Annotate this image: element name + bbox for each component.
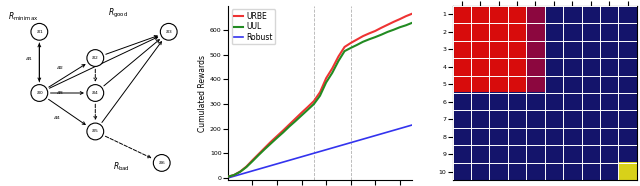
Circle shape <box>31 85 48 101</box>
UUL <box>402 24 410 26</box>
Text: $a_{1}$: $a_{1}$ <box>25 55 33 63</box>
URBE <box>292 118 300 120</box>
Circle shape <box>87 50 104 66</box>
Y-axis label: Cumulated Rewards: Cumulated Rewards <box>198 54 207 132</box>
Text: $s_{1}$: $s_{1}$ <box>36 28 43 36</box>
UUL <box>390 29 397 31</box>
UUL <box>304 109 312 111</box>
URBE <box>285 123 293 126</box>
UUL <box>248 160 256 162</box>
Text: $s_{0}$: $s_{0}$ <box>35 89 43 97</box>
UUL <box>243 166 250 168</box>
UUL <box>255 154 262 156</box>
Circle shape <box>161 23 177 40</box>
URBE <box>316 91 324 93</box>
UUL <box>359 41 367 43</box>
Circle shape <box>31 23 48 40</box>
UUL <box>279 131 287 134</box>
UUL <box>328 72 336 74</box>
UUL <box>298 114 305 116</box>
UUL <box>292 120 300 122</box>
URBE <box>236 170 244 173</box>
URBE <box>224 176 232 178</box>
Line: URBE: URBE <box>228 14 412 177</box>
UUL <box>267 142 275 145</box>
URBE <box>243 166 250 168</box>
URBE <box>408 13 416 15</box>
UUL <box>236 171 244 173</box>
URBE <box>279 129 287 132</box>
URBE <box>230 174 238 176</box>
Text: $s_{6}$: $s_{6}$ <box>158 159 166 167</box>
Text: $a_{3}$: $a_{3}$ <box>56 89 65 97</box>
Text: $R_{\mathrm{minimax}}$: $R_{\mathrm{minimax}}$ <box>8 11 38 23</box>
UUL <box>285 125 293 128</box>
Text: $s_{4}$: $s_{4}$ <box>92 89 99 97</box>
URBE <box>390 21 397 23</box>
UUL <box>378 33 385 36</box>
URBE <box>340 46 348 48</box>
UUL <box>323 81 330 84</box>
URBE <box>359 35 367 37</box>
URBE <box>335 55 342 58</box>
UUL <box>365 38 373 40</box>
Text: $a_{2}$: $a_{2}$ <box>56 64 65 72</box>
UUL <box>261 148 269 150</box>
UUL <box>310 103 317 105</box>
UUL <box>273 137 281 139</box>
Legend: URBE, UUL, Robust: URBE, UUL, Robust <box>232 9 275 44</box>
URBE <box>267 141 275 143</box>
UUL <box>335 60 342 62</box>
URBE <box>298 112 305 114</box>
URBE <box>328 67 336 70</box>
URBE <box>347 42 355 44</box>
URBE <box>248 159 256 161</box>
URBE <box>273 135 281 137</box>
Circle shape <box>154 155 170 171</box>
URBE <box>255 153 262 155</box>
UUL <box>230 174 238 176</box>
URBE <box>396 18 404 20</box>
Line: UUL: UUL <box>228 23 412 177</box>
Circle shape <box>87 123 104 140</box>
URBE <box>310 100 317 102</box>
URBE <box>304 106 312 108</box>
UUL <box>396 26 404 28</box>
Text: $R_{\mathrm{bad}}$: $R_{\mathrm{bad}}$ <box>113 161 130 173</box>
URBE <box>402 15 410 17</box>
URBE <box>378 27 385 29</box>
URBE <box>384 24 392 26</box>
Text: $R_{\mathrm{good}}$: $R_{\mathrm{good}}$ <box>108 7 127 20</box>
UUL <box>408 22 416 24</box>
UUL <box>340 50 348 52</box>
URBE <box>365 32 373 35</box>
Text: $s_{5}$: $s_{5}$ <box>92 128 99 135</box>
URBE <box>261 147 269 149</box>
UUL <box>347 47 355 49</box>
UUL <box>224 176 232 178</box>
Text: $s_{3}$: $s_{3}$ <box>165 28 173 36</box>
URBE <box>353 39 361 41</box>
UUL <box>384 31 392 33</box>
Text: $s_{2}$: $s_{2}$ <box>92 54 99 62</box>
Circle shape <box>87 85 104 101</box>
URBE <box>323 77 330 79</box>
UUL <box>371 36 379 38</box>
UUL <box>316 95 324 97</box>
Text: $a_{4}$: $a_{4}$ <box>52 114 61 122</box>
UUL <box>353 44 361 46</box>
URBE <box>371 30 379 32</box>
